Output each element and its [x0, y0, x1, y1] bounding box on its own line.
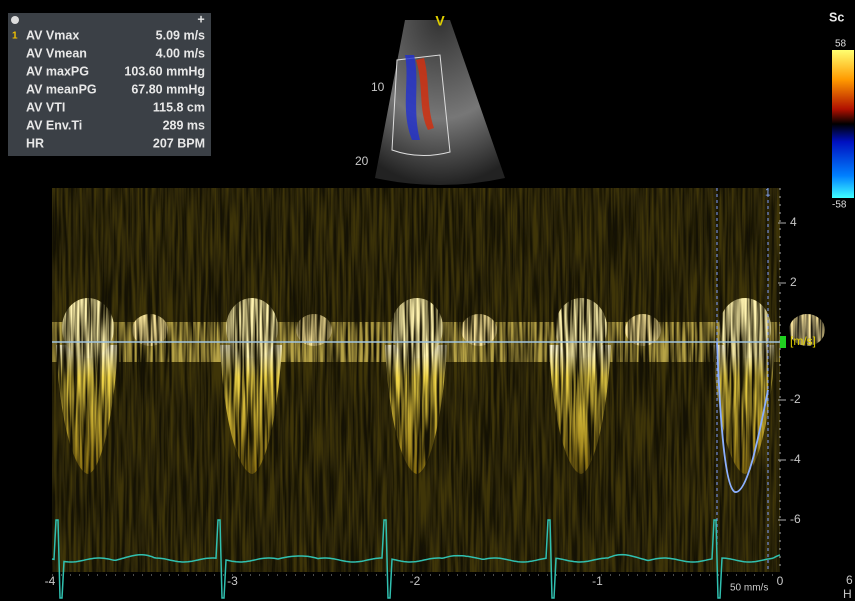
forward-flow	[296, 314, 332, 346]
colorbar-min: -58	[832, 200, 847, 211]
measurement-value: 5.09 m/s	[156, 28, 205, 42]
velocity-tick-label: 4	[790, 215, 797, 229]
baseline-handle[interactable]	[780, 336, 786, 348]
time-tick-label: -2	[410, 574, 421, 588]
forward-flow	[719, 298, 771, 358]
color-flow-red	[416, 58, 434, 130]
forward-flow	[391, 298, 443, 358]
colorbar-max: 58	[835, 39, 847, 50]
measurement-value: 67.80 mmHg	[131, 82, 205, 96]
measurement-value: 4.00 m/s	[156, 46, 205, 60]
forward-flow	[132, 314, 168, 346]
measurement-label: AV Vmean	[26, 46, 87, 60]
edge-text: 6	[846, 573, 853, 587]
sweep-speed: 50 mm/s	[730, 583, 768, 594]
image-mode: V	[435, 13, 445, 29]
velocity-tick-label: -2	[790, 392, 801, 406]
measurement-panel	[8, 13, 211, 156]
flow-lobe	[385, 345, 447, 474]
velocity-tick-label: 2	[790, 275, 797, 289]
velocity-tick-label: -4	[790, 452, 801, 466]
measurement-value: 115.8 cm	[153, 100, 205, 114]
velocity-unit: [m/s]	[790, 334, 816, 348]
cursor-label: 1	[765, 188, 771, 199]
add-icon[interactable]: +	[197, 12, 204, 26]
forward-flow	[461, 314, 497, 346]
measurement-label: AV maxPG	[26, 64, 89, 78]
time-tick-label: 0	[777, 574, 784, 588]
color-box	[391, 54, 451, 156]
forward-flow	[62, 298, 114, 358]
time-tick-label: -4	[45, 574, 56, 588]
measurement-value: 103.60 mmHg	[124, 64, 205, 78]
measurement-label: AV meanPG	[26, 82, 97, 96]
velocity-tick-label: -6	[790, 512, 801, 526]
colorbar-header: Sc	[829, 10, 844, 24]
collapse-icon[interactable]	[11, 16, 19, 24]
forward-flow	[226, 298, 278, 358]
panel-marker: 1	[12, 31, 18, 42]
envelope-trace	[716, 341, 769, 493]
forward-flow	[625, 314, 661, 346]
time-tick-label: -1	[592, 574, 603, 588]
measurement-label: HR	[26, 136, 44, 150]
measurement-value: 289 ms	[163, 118, 205, 132]
measurement-rows: AV Vmax 5.09 m/s AV Vmean 4.00 m/s AV maxPG 1…	[26, 28, 205, 150]
time-tick-label: -3	[227, 574, 238, 588]
flow-lobe	[549, 345, 611, 474]
ecg-trace	[51, 519, 781, 599]
measurement-value: 207 BPM	[153, 136, 205, 150]
depth-label: 10	[371, 80, 385, 94]
flow-lobe	[713, 345, 775, 474]
forward-flow	[789, 314, 825, 346]
depth-label: 20	[355, 154, 369, 168]
measurement-label: AV Vmax	[26, 28, 79, 42]
edge-text: H	[843, 587, 852, 601]
flow-lobe	[220, 345, 282, 474]
measurement-label: AV VTI	[26, 100, 65, 114]
forward-flow	[555, 298, 607, 358]
measurement-label: AV Env.Ti	[26, 118, 82, 132]
color-bar	[832, 50, 854, 198]
flow-lobe	[56, 345, 118, 474]
color-flow-blue	[405, 55, 420, 140]
